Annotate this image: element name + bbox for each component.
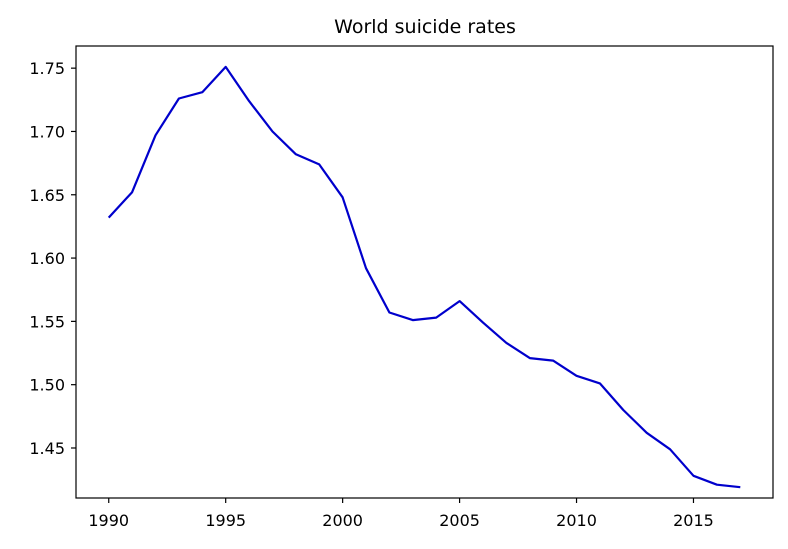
x-tick-label: 2005 bbox=[439, 511, 480, 530]
x-tick-label: 2010 bbox=[556, 511, 597, 530]
x-tick-label: 1995 bbox=[205, 511, 246, 530]
x-tick-label: 2015 bbox=[673, 511, 714, 530]
x-tick-label: 2000 bbox=[322, 511, 363, 530]
chart-title: World suicide rates bbox=[334, 16, 516, 38]
y-tick-label: 1.70 bbox=[29, 122, 65, 141]
y-tick-label: 1.65 bbox=[29, 186, 65, 205]
y-tick-label: 1.45 bbox=[29, 439, 65, 458]
y-tick-label: 1.55 bbox=[29, 312, 65, 331]
y-tick-label: 1.60 bbox=[29, 249, 65, 268]
x-tick-label: 1990 bbox=[88, 511, 129, 530]
y-tick-label: 1.75 bbox=[29, 59, 65, 78]
series-line bbox=[107, 65, 741, 489]
plot-frame bbox=[75, 45, 774, 499]
y-tick-label: 1.50 bbox=[29, 376, 65, 395]
